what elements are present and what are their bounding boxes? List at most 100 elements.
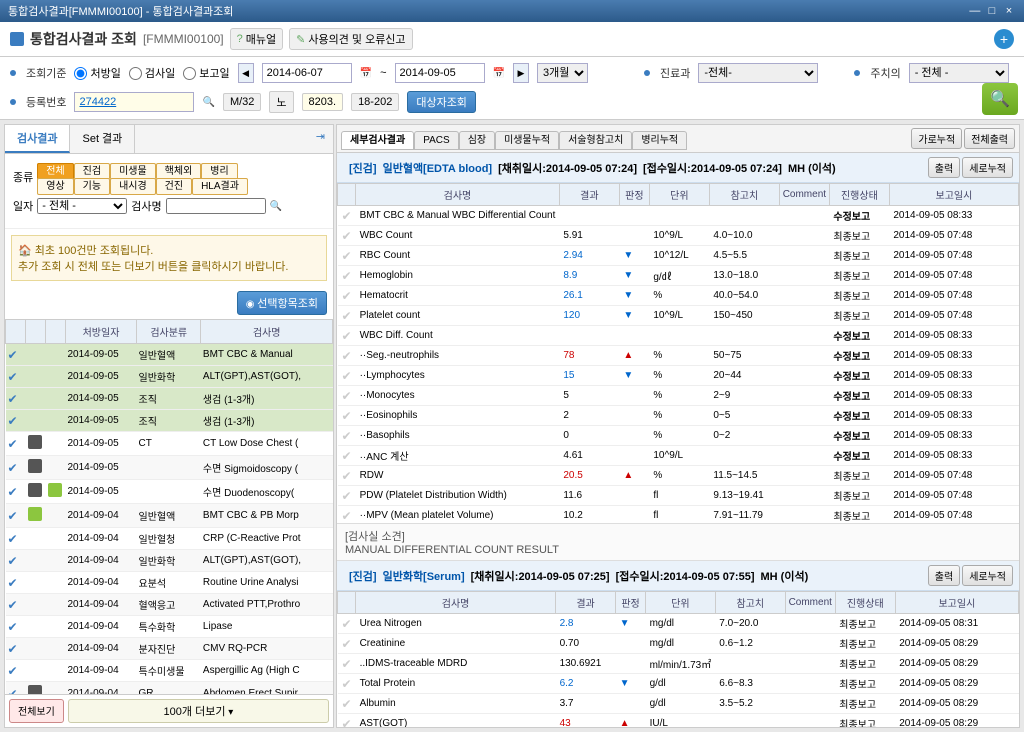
table-row[interactable]: ✔2014-09-05수면 Sigmoidoscopy (: [6, 456, 333, 480]
regno-input[interactable]: [74, 92, 194, 112]
table-row[interactable]: ✔2014-09-05CTCT Low Dose Chest (: [6, 432, 333, 456]
result-row[interactable]: ✔ Creatinine 0.70 mg/dl 0.6~1.2 최종보고 201…: [338, 634, 1019, 654]
result-row[interactable]: ✔ Platelet count 120 ▼ 10^9/L 150~450 최종…: [338, 306, 1019, 326]
minimize-icon[interactable]: —: [968, 5, 982, 17]
print-button[interactable]: 출력: [928, 565, 960, 586]
date-to-input[interactable]: [395, 63, 485, 83]
panel2-header: [진검] 일반화학[Serum] [채취일시:2014-09-05 07:25]…: [337, 561, 1019, 591]
table-row[interactable]: ✔2014-09-04일반화학ALT(GPT),AST(GOT),: [6, 550, 333, 572]
result-row[interactable]: ✔ ··Monocytes 5 % 2~9 수정보고 2014-09-05 08…: [338, 386, 1019, 406]
radio-order-date[interactable]: 처방일: [74, 65, 120, 81]
calendar-icon[interactable]: [493, 67, 505, 79]
name-filter-input[interactable]: [166, 198, 266, 214]
tab-results[interactable]: 검사결과: [5, 125, 70, 153]
left-panel: 검사결과 Set 결과 ⇥ 종류 전체진검미생물핵체외병리영상기능내시경건진HL…: [4, 124, 334, 728]
result-row[interactable]: ✔ ··Eosinophils 2 % 0~5 수정보고 2014-09-05 …: [338, 406, 1019, 426]
result-row[interactable]: ✔ AST(GOT) 43 ▲ IU/L 최종보고 2014-09-05 08:…: [338, 714, 1019, 728]
table-row[interactable]: ✔2014-09-04분자진단CMV RQ-PCR: [6, 638, 333, 660]
table-row[interactable]: ✔2014-09-04일반혈청CRP (C-Reactive Prot: [6, 528, 333, 550]
detail-tab[interactable]: 서술형참고치: [559, 131, 632, 150]
collapse-icon[interactable]: ⇥: [308, 125, 333, 153]
load-more-button[interactable]: 100개 더보기 ▾: [68, 699, 329, 723]
calendar-icon[interactable]: [360, 67, 372, 79]
check-icon: ✔: [342, 249, 352, 263]
result-row[interactable]: ✔ ··ANC 계산 4.61 10^9/L 수정보고 2014-09-05 0…: [338, 446, 1019, 466]
detail-tab[interactable]: 미생물누적: [495, 131, 559, 150]
detail-tab[interactable]: 심장: [459, 131, 495, 150]
result-row[interactable]: ✔ ..IDMS-traceable MDRD 130.6921 ml/min/…: [338, 654, 1019, 674]
next-date-icon[interactable]: ▶: [513, 63, 529, 83]
result-row[interactable]: ✔ Urea Nitrogen 2.8 ▼ mg/dl 7.0~20.0 최종보…: [338, 614, 1019, 634]
select-items-button[interactable]: ◉ 선택항목조회: [237, 291, 327, 315]
table-row[interactable]: ✔2014-09-05수면 Duodenoscopy(: [6, 480, 333, 504]
search-button[interactable]: 🔍: [982, 83, 1018, 115]
result-row[interactable]: ✔ WBC Diff. Count 수정보고 2014-09-05 08:33: [338, 326, 1019, 346]
vertical-accum-button[interactable]: 세로누적: [962, 157, 1013, 178]
table-row[interactable]: ✔2014-09-04GRAbdomen Erect Supir: [6, 682, 333, 695]
result-row[interactable]: ✔ RBC Count 2.94 ▼ 10^12/L 4.5~5.5 최종보고 …: [338, 246, 1019, 266]
check-icon: ✔: [8, 509, 18, 523]
dept-select[interactable]: -전체-: [698, 63, 818, 83]
maximize-icon[interactable]: □: [985, 5, 999, 17]
check-icon: ✔: [8, 554, 18, 568]
filter-chip[interactable]: 내시경: [110, 178, 156, 195]
radio-test-date[interactable]: 검사일: [129, 65, 175, 81]
view-all-button[interactable]: 전체보기: [9, 699, 64, 723]
range-select[interactable]: 3개월: [537, 63, 588, 83]
table-row[interactable]: ✔2014-09-04요분석Routine Urine Analysi: [6, 572, 333, 594]
table-row[interactable]: ✔2014-09-04일반혈액BMT CBC & PB Morp: [6, 504, 333, 528]
prev-date-icon[interactable]: ◀: [238, 63, 254, 83]
result-row[interactable]: ✔ RDW 20.5 ▲ % 11.5~14.5 최종보고 2014-09-05…: [338, 466, 1019, 486]
vertical-accum-button[interactable]: 세로누적: [962, 565, 1013, 586]
check-icon: ✔: [8, 576, 18, 590]
image-icon: [28, 685, 42, 694]
col-category: 검사분류: [137, 320, 201, 344]
table-row[interactable]: ✔2014-09-05일반혈액BMT CBC & Manual: [6, 344, 333, 366]
filter-chip[interactable]: HLA결과: [192, 178, 248, 195]
add-button[interactable]: +: [994, 29, 1014, 49]
table-row[interactable]: ✔2014-09-05조직생검 (1-3개): [6, 388, 333, 410]
filter-chip[interactable]: 기능: [74, 178, 110, 195]
check-icon: ✔: [342, 369, 352, 383]
table-row[interactable]: ✔2014-09-05조직생검 (1-3개): [6, 410, 333, 432]
result-row[interactable]: ✔ Albumin 3.7 g/dl 3.5~5.2 최종보고 2014-09-…: [338, 694, 1019, 714]
check-icon: ✔: [342, 389, 352, 403]
print-button[interactable]: 출력: [928, 157, 960, 178]
patient-info: M/32: [223, 93, 261, 111]
result-row[interactable]: ✔ WBC Count 5.91 10^9/L 4.0~10.0 최종보고 20…: [338, 226, 1019, 246]
table-row[interactable]: ✔2014-09-05일반화학ALT(GPT),AST(GOT),: [6, 366, 333, 388]
detail-tab[interactable]: 세부검사결과: [341, 131, 414, 150]
result-row[interactable]: ✔ PDW (Platelet Distribution Width) 11.6…: [338, 486, 1019, 506]
tab-set-results[interactable]: Set 결과: [70, 125, 135, 153]
table-row[interactable]: ✔2014-09-04혈액응고Activated PTT,Prothro: [6, 594, 333, 616]
action-button[interactable]: 가로누적: [911, 128, 962, 149]
date-filter-select[interactable]: - 전체 -: [37, 198, 127, 214]
result-row[interactable]: ✔ ··Lymphocytes 15 ▼ % 20~44 수정보고 2014-0…: [338, 366, 1019, 386]
targets-button[interactable]: 대상자조회: [407, 91, 476, 113]
result-row[interactable]: ✔ BMT CBC & Manual WBC Differential Coun…: [338, 206, 1019, 226]
manual-button[interactable]: ?매뉴얼: [230, 28, 284, 50]
table-row[interactable]: ✔2014-09-04특수화학Lipase: [6, 616, 333, 638]
doctor-select[interactable]: - 전체 -: [909, 63, 1009, 83]
check-icon: ✔: [8, 437, 18, 451]
result-row[interactable]: ✔ Hemoglobin 8.9 ▼ g/㎗ 13.0~18.0 최종보고 20…: [338, 266, 1019, 286]
check-icon: ✔: [342, 429, 352, 443]
result-row[interactable]: ✔ ··MPV (Mean platelet Volume) 10.2 fl 7…: [338, 506, 1019, 524]
result-row[interactable]: ✔ Total Protein 6.2 ▼ g/dl 6.6~8.3 최종보고 …: [338, 674, 1019, 694]
filter-chip[interactable]: 영상: [37, 178, 73, 195]
result-row[interactable]: ✔ ··Seg.-neutrophils 78 ▲ % 50~75 수정보고 2…: [338, 346, 1019, 366]
table-row[interactable]: ✔2014-09-04특수미생물Aspergillic Ag (High C: [6, 660, 333, 682]
filter-chip[interactable]: 건진: [156, 178, 192, 195]
result-row[interactable]: ✔ Hematocrit 26.1 ▼ % 40.0~54.0 최종보고 201…: [338, 286, 1019, 306]
search-icon[interactable]: [202, 96, 214, 108]
date-from-input[interactable]: [262, 63, 352, 83]
detail-tab[interactable]: PACS: [414, 131, 459, 150]
close-icon[interactable]: ×: [1002, 5, 1016, 17]
search-icon[interactable]: [270, 200, 282, 212]
feedback-button[interactable]: ✎사용의견 및 오류신고: [289, 28, 412, 50]
radio-report-date[interactable]: 보고일: [183, 65, 229, 81]
action-button[interactable]: 전체출력: [964, 128, 1015, 149]
detail-tab[interactable]: 병리누적: [632, 131, 687, 150]
result-row[interactable]: ✔ ··Basophils 0 % 0~2 수정보고 2014-09-05 08…: [338, 426, 1019, 446]
doctor-label: 주치의: [870, 65, 900, 81]
